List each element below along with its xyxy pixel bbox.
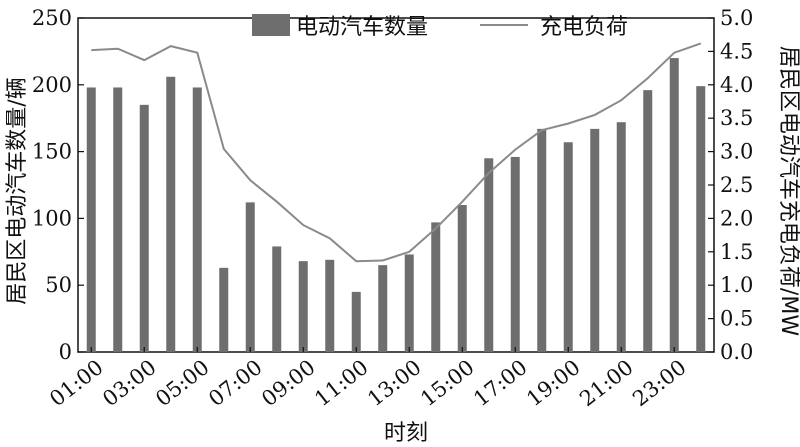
bar <box>245 202 255 352</box>
x-tick-label: 05:00 <box>151 355 213 411</box>
legend-swatch-bar <box>252 14 290 36</box>
x-tick-label: 07:00 <box>204 355 266 411</box>
y2-tick-label: 2.5 <box>720 173 753 197</box>
bar <box>113 87 123 353</box>
y2-tick-label: 5.0 <box>720 6 753 30</box>
bar <box>457 205 467 352</box>
y-tick-label: 200 <box>32 73 72 97</box>
x-tick-label: 15:00 <box>416 355 478 411</box>
bar <box>643 90 653 353</box>
y-tick-label: 150 <box>32 140 72 164</box>
x-tick-label: 03:00 <box>98 355 160 411</box>
y-tick-label: 0 <box>59 340 72 364</box>
y2-tick-label: 3.5 <box>720 106 753 130</box>
right-axis: 0.0 0.5 1.0 1.5 2.0 2.5 3.0 3.5 4.0 4.5 5.0 <box>708 6 753 364</box>
x-tick-label: 19:00 <box>522 355 584 411</box>
bar <box>272 246 282 352</box>
x-tick-label: 11:00 <box>310 355 372 411</box>
y2-tick-label: 0.0 <box>720 340 753 364</box>
x-tick-label: 23:00 <box>628 355 690 411</box>
y2-axis-label: 居民区电动汽车充电负荷/MW <box>776 46 800 336</box>
plot-area <box>77 17 715 353</box>
legend-label-bar: 电动汽车数量 <box>296 15 428 40</box>
bar <box>431 222 441 352</box>
x-axis-label: 时刻 <box>384 421 428 446</box>
x-tick-label: 21:00 <box>575 355 637 411</box>
bar <box>325 259 335 352</box>
bar <box>484 158 494 352</box>
x-tick-label: 17:00 <box>469 355 531 411</box>
y-tick-label: 50 <box>45 273 72 297</box>
bar <box>139 104 149 352</box>
y2-tick-label: 1.0 <box>720 273 753 297</box>
bar <box>219 267 229 352</box>
bar <box>298 261 308 352</box>
y2-tick-label: 2.0 <box>720 206 753 230</box>
y2-tick-label: 4.5 <box>720 39 753 63</box>
x-axis: 01:0003:0005:0007:0009:0011:0013:0015:00… <box>45 347 691 411</box>
x-tick-label: 13:00 <box>363 355 425 411</box>
y-axis-label: 居民区电动汽车数量/辆 <box>5 77 30 304</box>
bar <box>378 265 388 352</box>
bar <box>669 58 679 353</box>
y2-tick-label: 0.5 <box>720 307 753 331</box>
bar <box>590 128 600 352</box>
bar <box>166 76 176 352</box>
bar <box>563 142 573 352</box>
y2-tick-label: 3.0 <box>720 140 753 164</box>
x-tick-label: 01:00 <box>45 355 107 411</box>
bar <box>537 128 547 352</box>
y2-tick-label: 1.5 <box>720 240 753 264</box>
y2-tick-label: 4.0 <box>720 73 753 97</box>
bar <box>86 87 96 353</box>
left-axis: 0 50 100 150 200 250 <box>32 6 84 364</box>
bar <box>510 156 520 352</box>
y-tick-label: 250 <box>32 6 72 30</box>
bar <box>351 291 361 352</box>
bar <box>192 87 202 353</box>
bar <box>696 86 706 353</box>
legend: 电动汽车数量 充电负荷 <box>252 14 628 40</box>
line-series-load <box>91 42 702 263</box>
bar <box>616 122 626 352</box>
bar <box>404 254 414 352</box>
legend-label-line: 充电负荷 <box>540 15 628 40</box>
y-tick-label: 100 <box>32 206 72 230</box>
x-tick-label: 09:00 <box>257 355 319 411</box>
